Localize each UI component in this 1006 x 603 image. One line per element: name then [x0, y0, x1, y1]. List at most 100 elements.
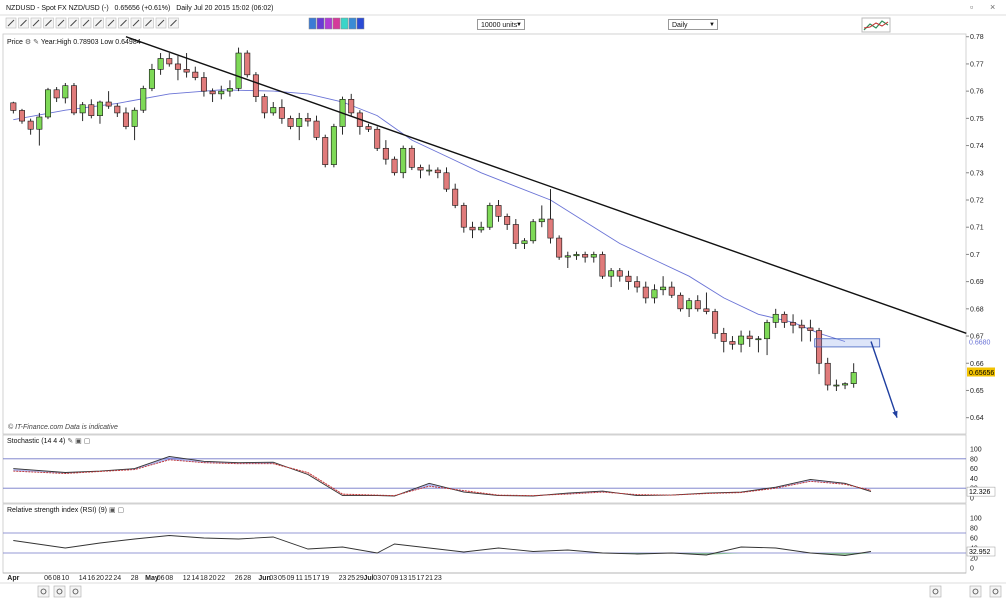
osc-value-tag: 32.952 [969, 549, 991, 556]
color-swatch[interactable] [340, 17, 349, 30]
y-tick-label: 0.7 [970, 252, 980, 259]
y-tick-label: 0.78 [970, 34, 984, 41]
text-icon[interactable] [80, 17, 92, 29]
candle-body [504, 216, 511, 225]
candle-body [408, 147, 415, 168]
x-tick-label: 29 [356, 575, 364, 582]
candle-body [824, 362, 831, 386]
candle [478, 221, 485, 233]
settings-icon[interactable]: ⚙ [24, 39, 32, 46]
x-tick-label: 17 [313, 575, 321, 582]
x-tick-label: 14 [191, 575, 199, 582]
candle-body [105, 101, 112, 107]
fan-icon[interactable] [105, 17, 117, 29]
zoom-out-icon[interactable] [989, 585, 1002, 598]
delete-icon[interactable]: ▣ [75, 438, 82, 445]
close-icon[interactable]: × [990, 2, 996, 12]
x-tick-label: 28 [243, 575, 251, 582]
candle [45, 87, 51, 120]
trendline [125, 36, 967, 334]
stochastic-label: Stochastic (14 4 4) [7, 438, 66, 445]
delete-icon[interactable]: ▣ [108, 507, 116, 514]
color-swatch[interactable] [356, 17, 365, 30]
fib-icon[interactable] [93, 17, 104, 29]
color-swatch[interactable] [308, 17, 317, 30]
candle [244, 50, 251, 78]
color-swatch[interactable] [316, 17, 325, 30]
x-tick-label: 08 [165, 575, 173, 582]
candle-body [96, 101, 103, 116]
candle-body [660, 286, 667, 291]
maximize-icon[interactable]: ▢ [83, 438, 91, 445]
maximize-icon[interactable]: ▢ [117, 507, 125, 514]
stats-label: Year:High 0.78903 Low 0.64984 [40, 39, 141, 46]
gann-icon[interactable] [118, 17, 129, 29]
zoom-in-icon[interactable] [969, 585, 982, 598]
candle-body [495, 205, 502, 217]
candle [677, 292, 684, 312]
y-tick-label: 0.76 [970, 89, 984, 96]
candle [348, 93, 355, 116]
candle [270, 102, 277, 116]
stochastic-panel: 02040608010012.326 [2, 434, 996, 504]
erase-icon[interactable] [130, 17, 142, 29]
candle-body [564, 255, 571, 258]
candle-body [374, 128, 381, 149]
print-icon[interactable] [69, 585, 82, 598]
candle-body [400, 147, 407, 174]
color-swatch[interactable] [348, 17, 357, 30]
delete-icon[interactable] [155, 17, 167, 29]
y-tick-label: 0.64 [970, 415, 984, 422]
candle-body [720, 333, 727, 342]
quote-label: 0.65656 (+0.61%) [114, 5, 171, 12]
chart-type-icon[interactable] [861, 17, 891, 33]
first-icon[interactable] [37, 585, 50, 598]
color-swatch[interactable] [332, 17, 341, 30]
candle [27, 118, 34, 135]
candle-body [677, 294, 684, 310]
candle-body [486, 205, 493, 228]
timeframe-select[interactable]: Daily ▼ [668, 19, 718, 30]
x-tick-label: 24 [113, 575, 121, 582]
settings-icon[interactable] [168, 17, 179, 29]
restore-icon[interactable]: ▫ [970, 2, 974, 12]
hline-icon[interactable] [55, 17, 67, 29]
candle [313, 115, 320, 141]
candle-body [686, 300, 693, 310]
x-tick-label: 08 [53, 575, 61, 582]
candle-body [365, 126, 372, 130]
channel-icon[interactable] [68, 17, 79, 29]
candle [495, 199, 502, 222]
candle-body [244, 52, 251, 76]
candle-body [582, 254, 589, 258]
candle [304, 112, 311, 127]
candle [712, 308, 719, 339]
x-tick-label: 22 [217, 575, 225, 582]
prev-icon[interactable] [53, 585, 66, 598]
color-swatch[interactable] [324, 17, 333, 30]
candle-body [252, 74, 259, 97]
osc-tick-label: 100 [970, 447, 982, 454]
x-tick-label: May [145, 575, 159, 582]
x-tick-label: 23 [339, 575, 347, 582]
units-select[interactable]: 10000 units ▼ [477, 19, 525, 30]
candle-body [417, 167, 424, 171]
palette-icon[interactable] [143, 17, 154, 29]
candle [790, 314, 797, 334]
crosshair-icon[interactable] [30, 17, 42, 29]
candle-body [322, 137, 329, 165]
candle [131, 107, 138, 141]
x-tick-label: Jul [363, 575, 373, 582]
candle-body [304, 118, 311, 122]
edit-icon[interactable]: ✎ [33, 39, 40, 46]
cursor-icon[interactable] [5, 17, 17, 29]
candle [19, 108, 25, 124]
x-tick-label: 12 [183, 575, 191, 582]
x-tick-label: 09 [287, 575, 295, 582]
candle [408, 145, 415, 171]
candle [599, 251, 606, 279]
line-icon[interactable] [43, 17, 54, 29]
calendar-icon[interactable] [929, 585, 942, 598]
edit-icon[interactable]: ✎ [67, 438, 74, 445]
pointer-icon[interactable] [18, 17, 29, 29]
